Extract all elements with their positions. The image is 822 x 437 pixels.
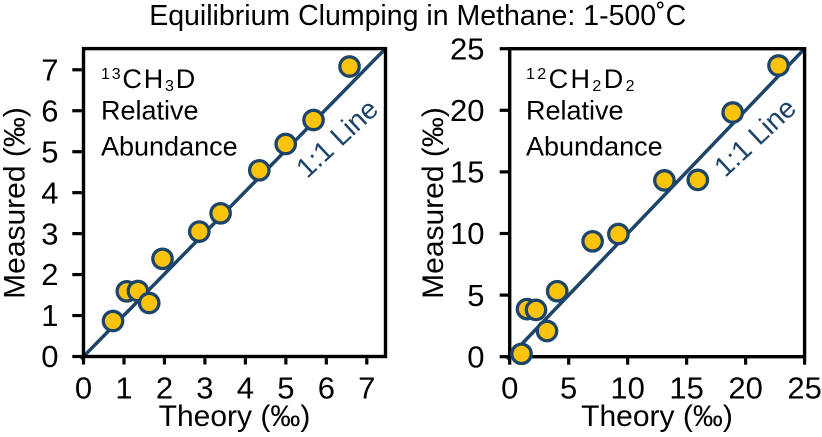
svg-text:25: 25 [787, 371, 821, 406]
svg-text:4: 4 [41, 175, 58, 210]
svg-text:10: 10 [610, 371, 644, 406]
svg-text:5: 5 [41, 134, 58, 169]
svg-text:5: 5 [277, 371, 294, 406]
svg-text:15: 15 [669, 371, 703, 406]
svg-text:7: 7 [41, 52, 58, 87]
svg-text:Relative: Relative [526, 95, 624, 125]
svg-text:1: 1 [41, 298, 58, 333]
svg-text:Abundance: Abundance [526, 132, 663, 162]
svg-text:4: 4 [237, 371, 254, 406]
svg-text:0: 0 [467, 339, 484, 374]
svg-text:15: 15 [450, 155, 484, 190]
svg-text:6: 6 [41, 93, 58, 128]
svg-text:Theory (‰): Theory (‰) [581, 400, 733, 433]
svg-text:25: 25 [450, 31, 484, 66]
svg-text:Measured (‰): Measured (‰) [417, 107, 450, 299]
svg-text:2: 2 [156, 371, 173, 406]
svg-text:1: 1 [115, 371, 132, 406]
svg-text:0: 0 [501, 371, 518, 406]
svg-text:10: 10 [450, 216, 484, 251]
svg-text:3: 3 [41, 216, 58, 251]
svg-text:Equilibrium Clumping in Methan: Equilibrium Clumping in Methane: 1-500˚C [149, 0, 686, 32]
svg-text:3: 3 [196, 371, 213, 406]
svg-text:20: 20 [450, 93, 484, 128]
svg-text:0: 0 [41, 339, 58, 374]
svg-text:2: 2 [41, 257, 58, 292]
svg-text:Measured (‰): Measured (‰) [0, 107, 32, 299]
svg-text:7: 7 [358, 371, 375, 406]
svg-text:5: 5 [560, 371, 577, 406]
svg-text:5: 5 [467, 278, 484, 313]
svg-text:Theory (‰): Theory (‰) [159, 400, 311, 433]
svg-text:6: 6 [318, 371, 335, 406]
svg-text:13CH3D: 13CH3D [101, 64, 197, 95]
svg-text:Relative: Relative [101, 95, 199, 125]
svg-text:Abundance: Abundance [101, 132, 238, 162]
svg-text:20: 20 [728, 371, 762, 406]
svg-text:12CH2D2: 12CH2D2 [526, 64, 637, 95]
svg-text:0: 0 [75, 371, 92, 406]
